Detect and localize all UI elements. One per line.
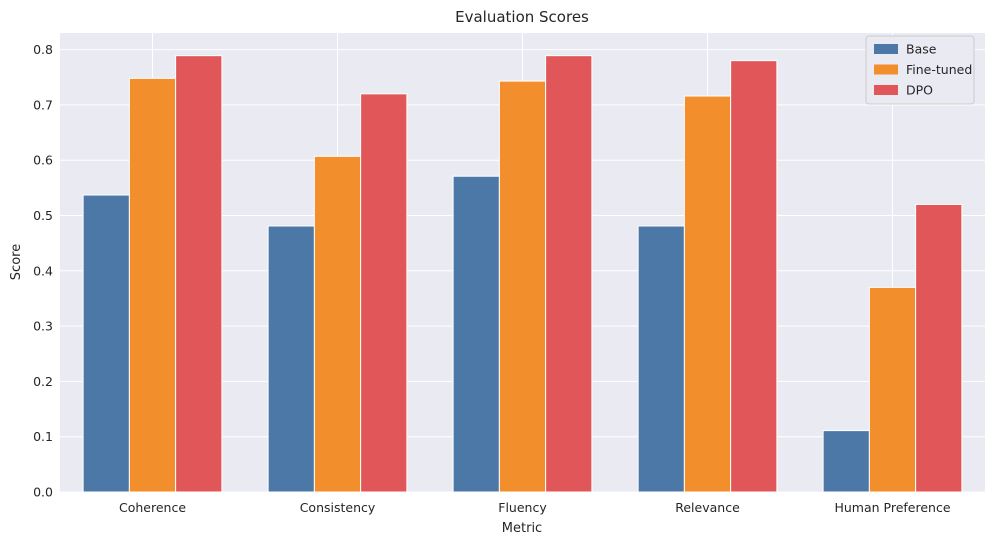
legend-swatch bbox=[874, 85, 898, 95]
y-tick-label: 0.1 bbox=[33, 429, 53, 444]
bar-base-relevance bbox=[637, 225, 685, 493]
chart-title: Evaluation Scores bbox=[455, 8, 589, 26]
bar-dpo-coherence bbox=[175, 55, 223, 493]
legend-label: Base bbox=[906, 42, 937, 57]
x-tick-label: Relevance bbox=[675, 500, 740, 515]
bar-base-human-preference bbox=[822, 430, 870, 493]
bar-fine-tuned-human-preference bbox=[868, 286, 917, 493]
y-axis-label: Score bbox=[9, 244, 24, 280]
x-tick-labels: Coherence Consistency Fluency Relevance Huma… bbox=[119, 500, 951, 515]
legend-swatch bbox=[874, 64, 898, 75]
y-tick-label: 0.4 bbox=[33, 263, 53, 278]
bar-fine-tuned-consistency bbox=[313, 155, 362, 493]
x-tick-label: Consistency bbox=[300, 500, 376, 515]
y-tick-label: 0.2 bbox=[33, 374, 53, 389]
y-tick-label: 0.7 bbox=[33, 97, 53, 112]
bar-base-coherence bbox=[82, 194, 130, 493]
y-tick-label: 0.3 bbox=[33, 319, 53, 334]
x-tick-label: Fluency bbox=[498, 500, 547, 515]
legend-label: Fine-tuned bbox=[906, 62, 972, 77]
bar-fine-tuned-fluency bbox=[498, 80, 547, 493]
bars bbox=[82, 55, 963, 493]
x-tick-label: Coherence bbox=[119, 500, 186, 515]
bar-base-consistency bbox=[267, 225, 315, 493]
x-tick-label: Human Preference bbox=[834, 500, 950, 515]
legend-label: DPO bbox=[906, 83, 933, 98]
bar-dpo-fluency bbox=[545, 55, 593, 493]
bar-dpo-human-preference bbox=[915, 203, 963, 493]
y-tick-label: 0.6 bbox=[33, 153, 53, 168]
bar-base-fluency bbox=[452, 175, 500, 493]
legend-swatch bbox=[874, 44, 898, 54]
x-axis-label: Metric bbox=[502, 521, 542, 536]
y-tick-labels: 0.0 0.1 0.2 0.3 0.4 0.5 0.6 0.7 0.8 bbox=[33, 42, 53, 499]
bar-dpo-relevance bbox=[730, 60, 778, 493]
bar-dpo-consistency bbox=[360, 93, 408, 493]
legend: Base Fine-tuned DPO bbox=[865, 35, 975, 105]
bar-fine-tuned-relevance bbox=[683, 95, 732, 493]
y-tick-label: 0.5 bbox=[33, 208, 53, 223]
y-tick-label: 0.0 bbox=[33, 485, 53, 500]
y-tick-label: 0.8 bbox=[33, 42, 53, 57]
bar-fine-tuned-coherence bbox=[128, 77, 177, 493]
